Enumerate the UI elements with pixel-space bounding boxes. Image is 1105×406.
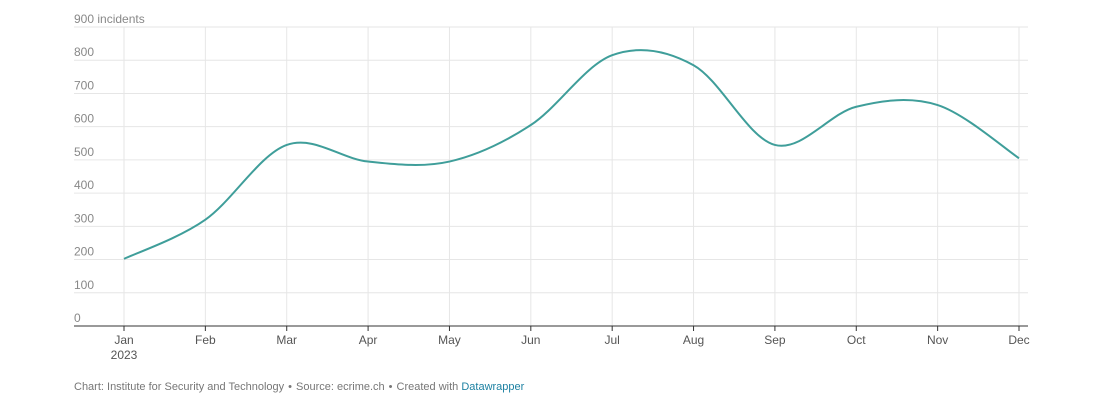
footer-separator: • (288, 381, 292, 393)
data-point (446, 159, 452, 165)
datawrapper-link[interactable]: Datawrapper (461, 381, 525, 393)
y-tick-label: 200 (74, 245, 94, 259)
x-tick-label: Oct (847, 333, 866, 347)
x-tick-label: Sep (764, 333, 786, 347)
y-tick-label: 100 (74, 278, 94, 292)
y-tick-label: 0 (74, 311, 81, 325)
x-tick-label: Dec (1008, 333, 1029, 347)
line-chart: 0 100 200 300 400 500 600 700 800 900 incidents J… (74, 12, 1030, 362)
y-tick-label: 800 (74, 45, 94, 59)
data-point (121, 256, 127, 262)
data-point (935, 102, 941, 108)
data-point (528, 122, 534, 128)
x-axis-year-label: 2023 (111, 348, 138, 362)
x-tick-label: Apr (359, 333, 378, 347)
data-point (609, 52, 615, 58)
data-points (121, 52, 1022, 262)
y-tick-label: 300 (74, 211, 94, 225)
y-tick-label: 700 (74, 78, 94, 92)
data-point (1016, 155, 1022, 161)
y-axis-tick-labels: 0 100 200 300 400 500 600 700 800 900 incidents (74, 12, 145, 325)
x-tick-label: Feb (195, 333, 216, 347)
x-tick-label: Jan (114, 333, 133, 347)
x-tick-label: May (438, 333, 461, 347)
x-axis-ticks (123, 326, 1020, 331)
y-tick-label: 900 incidents (74, 12, 145, 26)
footer-source: Source: ecrime.ch (296, 381, 385, 393)
data-point (772, 142, 778, 148)
x-tick-label: Nov (927, 333, 948, 347)
y-tick-label: 400 (74, 178, 94, 192)
x-tick-label: Jul (605, 333, 620, 347)
data-point (284, 142, 290, 148)
y-tick-label: 500 (74, 145, 94, 159)
data-point (365, 159, 371, 165)
x-tick-label: Jun (521, 333, 540, 347)
x-gridlines (123, 27, 1020, 326)
footer-chart-credit: Chart: Institute for Security and Techno… (74, 381, 285, 393)
x-axis-tick-labels: Jan Feb Mar Apr May Jun Jul Aug Sep Oct Nov Dec (114, 333, 1029, 347)
footer-created-with: Created with (396, 381, 459, 393)
series-line (123, 49, 1020, 260)
data-point (853, 104, 859, 110)
x-tick-label: Mar (276, 333, 297, 347)
x-tick-label: Aug (683, 333, 704, 347)
footer-separator: • (388, 381, 393, 393)
data-point (202, 217, 208, 223)
y-tick-label: 600 (74, 112, 94, 126)
y-gridlines (74, 26, 1028, 294)
data-point (691, 62, 697, 68)
chart-footer: Chart: Institute for Security and Techno… (74, 381, 524, 393)
